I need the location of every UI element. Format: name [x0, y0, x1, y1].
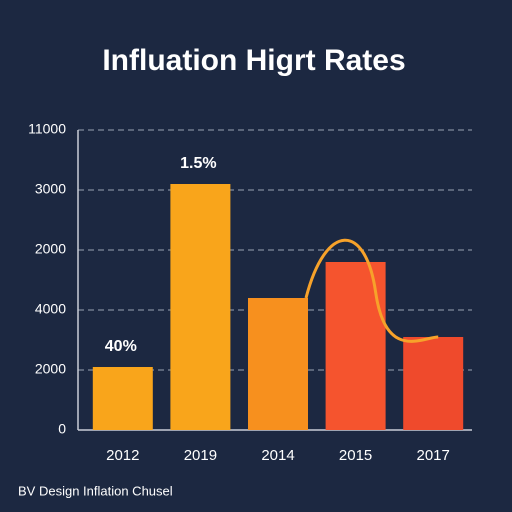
trend-curve	[304, 238, 439, 343]
x-tick-label: 2015	[339, 447, 372, 464]
annotation: 1.5%	[180, 155, 216, 172]
x-tick-label: 2012	[106, 447, 139, 464]
y-tick-label: 4000	[35, 301, 66, 317]
annotation: 40%	[105, 338, 137, 355]
x-tick-label: 2017	[417, 447, 450, 464]
x-tick-label: 2014	[261, 447, 294, 464]
y-tick-label: 2000	[35, 361, 66, 377]
y-tick-label: 11000	[28, 121, 66, 137]
chart-title: Influation Higrt Rates	[102, 44, 405, 77]
bar	[248, 298, 308, 430]
y-tick-label: 2000	[35, 241, 66, 257]
bar	[325, 262, 386, 430]
x-tick-label: 2019	[184, 447, 217, 464]
bar	[92, 367, 153, 430]
bar	[170, 184, 231, 430]
bar	[403, 337, 464, 430]
footer: BV Design Inflation Chusel	[18, 483, 173, 498]
y-tick-label: 0	[58, 421, 66, 437]
y-tick-label: 3000	[35, 181, 66, 197]
